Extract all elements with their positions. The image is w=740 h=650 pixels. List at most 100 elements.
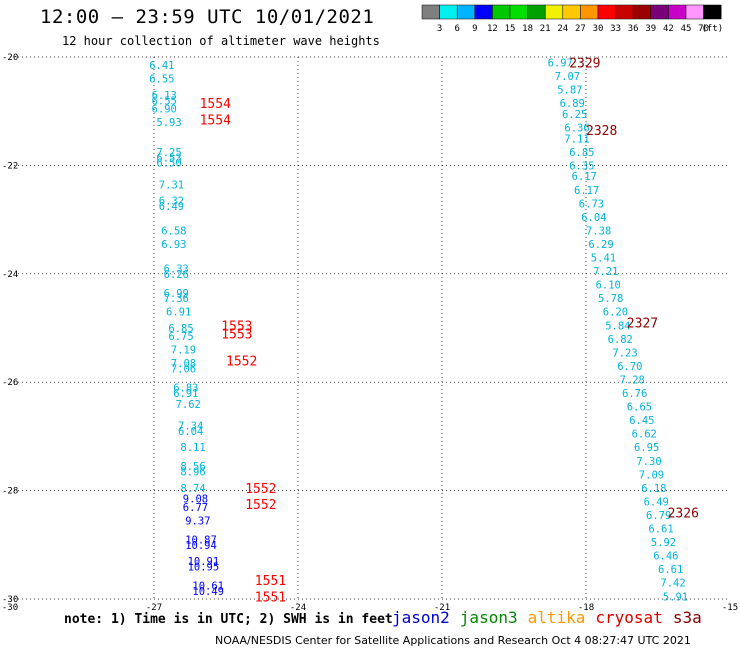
wave-height-point: 7.38 (586, 225, 611, 237)
wave-height-point: 6.04 (178, 426, 203, 438)
wave-height-point: 6.49 (159, 201, 184, 213)
legend-label: 42 (663, 24, 674, 34)
wave-height-point: 6.45 (629, 415, 654, 427)
x-tick-label: -27 (146, 603, 162, 613)
legend-swatch (615, 4, 634, 20)
wave-height-point: 6.90 (152, 103, 177, 115)
legend-swatch (685, 4, 704, 20)
wave-height-point: 6.61 (658, 564, 683, 576)
time-label: 1552 (245, 482, 276, 497)
wave-height-point: 6.95 (634, 442, 659, 454)
wave-height-point: 5.92 (651, 537, 676, 549)
footer-credit: NOAA/NESDIS Center for Satellite Applica… (215, 634, 691, 647)
wave-height-point: 7.34 (178, 421, 203, 433)
legend-label: 30 (593, 24, 604, 34)
wave-height-point: 6.17 (574, 185, 599, 197)
legend-label: 33 (610, 24, 621, 34)
time-label: 2329 (569, 56, 600, 71)
wave-height-point: 6.13 (152, 90, 177, 102)
wave-height-point: 6.73 (579, 198, 604, 210)
wave-height-point: 6.33 (164, 263, 189, 275)
wave-height-point: 6.10 (596, 280, 621, 292)
legend-swatch (668, 4, 687, 20)
wave-height-point: 6.79 (646, 510, 671, 522)
y-tick-label: -20 (2, 53, 18, 63)
wave-height-point: 8.56 (180, 461, 205, 473)
legend-swatch (439, 4, 458, 20)
satellite-s3a: s3a (672, 608, 702, 627)
wave-height-point: 7.06 (171, 364, 196, 376)
legend-label: 15 (505, 24, 516, 34)
wave-height-point: 6.29 (588, 239, 613, 251)
wave-height-point: 6.61 (648, 524, 673, 536)
chart-title: 12:00 – 23:59 UTC 10/01/2021 (40, 6, 375, 28)
wave-height-point: 6.18 (641, 483, 666, 495)
satellite-altika: altika (527, 608, 586, 627)
wave-height-point: 6.49 (644, 496, 669, 508)
wave-height-point: 6.75 (168, 331, 193, 343)
time-label: 2328 (586, 124, 617, 139)
legend-swatch (509, 4, 528, 20)
x-tick-label: -30 (2, 603, 18, 613)
wave-height-point: 6.55 (152, 95, 177, 107)
grid (10, 56, 730, 600)
wave-height-point: 6.97 (548, 57, 573, 69)
y-tick-label: -24 (2, 270, 18, 280)
wave-height-point: 7.31 (159, 179, 184, 191)
color-legend: 3 6 9 12 15 18 21 24 27 30 33 36 39 42 45 70(ft) (421, 4, 723, 34)
wave-height-point: 6.55 (149, 74, 174, 86)
legend-swatch (650, 4, 669, 20)
wave-height-point: 6.25 (562, 109, 587, 121)
y-tick-label: -28 (2, 487, 18, 497)
legend-swatch (544, 4, 564, 20)
wave-height-point: 5.78 (598, 293, 623, 305)
units-note: note: 1) Time is in UTC; 2) SWH is in fe… (64, 612, 393, 627)
legend-swatch (580, 4, 599, 20)
legend-label: 12 (487, 24, 498, 34)
wave-height-point: 10.49 (192, 586, 224, 598)
legend-label: 3 (437, 24, 442, 34)
wave-height-point: 6.89 (560, 98, 585, 110)
time-label: 1553 (221, 319, 252, 334)
wave-height-point: 10.95 (188, 561, 220, 573)
wave-height-point: 6.20 (603, 307, 628, 319)
wave-height-point: 7.08 (171, 358, 196, 370)
wave-height-point: 6.70 (617, 361, 642, 373)
wave-height-point: 6.62 (632, 429, 657, 441)
y-tick-label: -22 (2, 161, 18, 171)
wave-height-point: 6.91 (166, 307, 191, 319)
wave-height-point: 5.87 (557, 85, 582, 97)
time-label: 1551 (255, 590, 286, 605)
wave-height-point: 7.25 (156, 147, 181, 159)
wave-height-point: 6.53 (156, 152, 181, 164)
wave-height-point: 5.93 (156, 117, 181, 129)
legend-swatch (632, 4, 652, 20)
x-tick-label: -15 (722, 603, 738, 613)
wave-height-point: 6.41 (149, 60, 174, 72)
legend-swatch (474, 4, 493, 20)
legend-swatch (597, 4, 616, 20)
wave-height-point: 6.77 (183, 502, 208, 514)
legend-swatch (492, 4, 511, 20)
wave-height-point: 6.82 (608, 334, 633, 346)
wave-height-point: 6.65 (627, 402, 652, 414)
wave-height-point: 8.11 (180, 442, 205, 454)
chart-subtitle: 12 hour collection of altimeter wave hei… (62, 34, 380, 48)
x-tick-label: -21 (434, 603, 450, 613)
time-label: 1552 (245, 498, 276, 513)
time-label: 1554 (200, 97, 231, 112)
wave-height-point: 6.76 (622, 388, 647, 400)
legend-label: 18 (522, 24, 533, 34)
legend-swatch (456, 4, 476, 20)
legend-label: 27 (575, 24, 586, 34)
wave-height-point: 7.19 (171, 345, 196, 357)
wave-height-point: 9.37 (185, 515, 210, 527)
wave-height-point: 6.32 (159, 196, 184, 208)
satellite-jason3: jason3 (459, 608, 518, 627)
wave-height-point: 5.84 (605, 320, 630, 332)
wave-height-point: 6.83 (173, 383, 198, 395)
y-tick-label: -26 (2, 378, 18, 388)
wave-height-point: 6.26 (164, 269, 189, 281)
legend-label: 36 (628, 24, 639, 34)
